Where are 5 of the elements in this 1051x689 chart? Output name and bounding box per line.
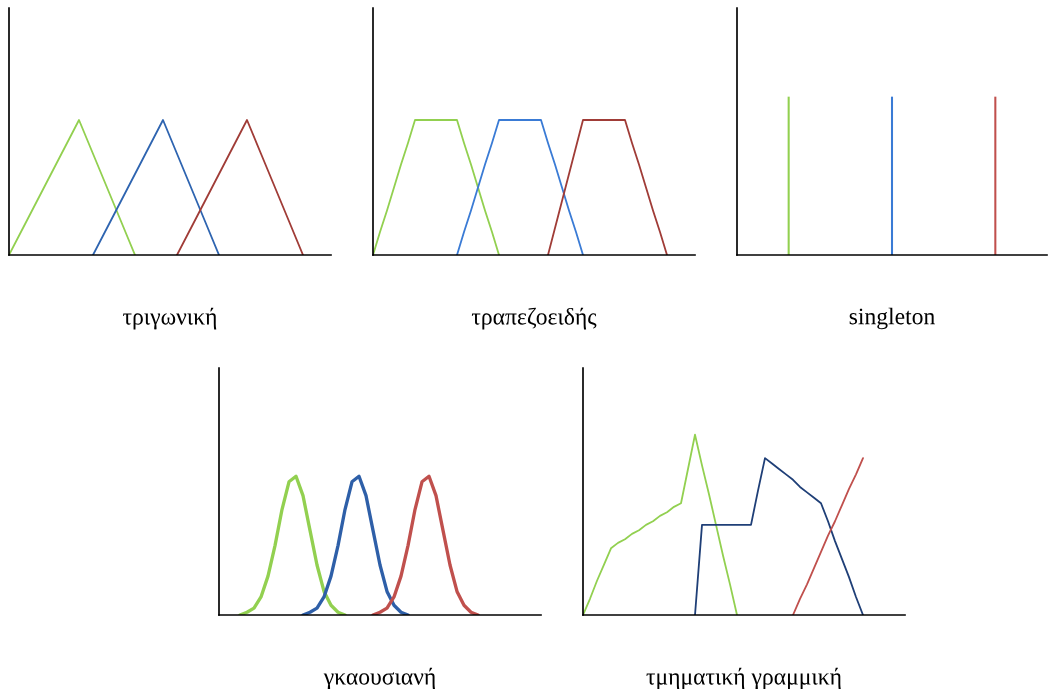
x-axis-title: τραπεζοειδής	[471, 307, 597, 330]
x-axis-title: τριγωνική	[123, 307, 217, 330]
x-axis-title: τμηματική γραμμική	[646, 667, 841, 689]
x-axis-title: γκαουσιανή	[323, 667, 435, 689]
x-axis-title: singleton	[849, 307, 935, 330]
